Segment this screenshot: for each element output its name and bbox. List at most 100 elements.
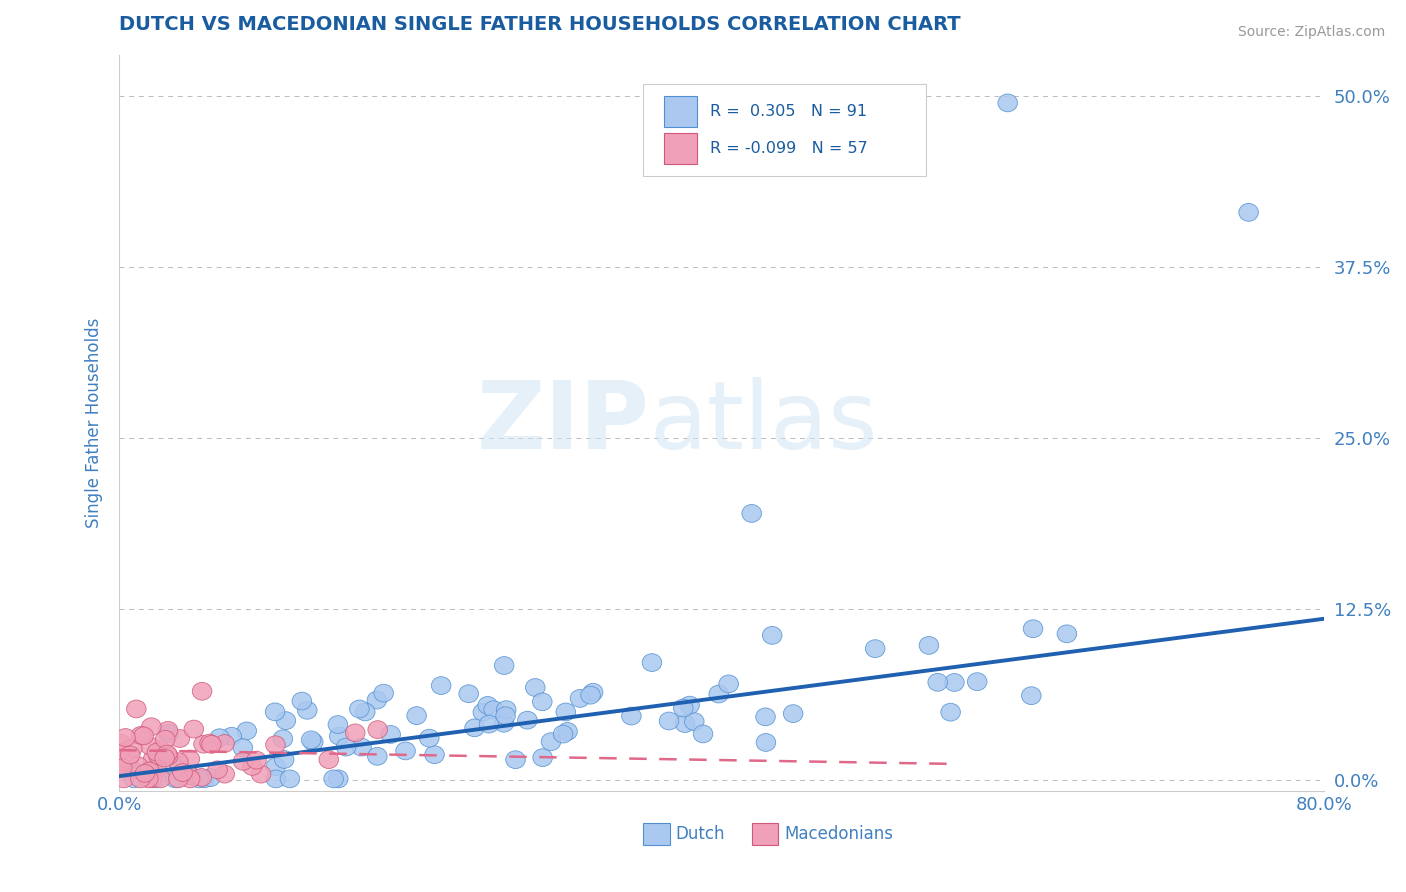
Ellipse shape <box>201 736 221 753</box>
Ellipse shape <box>238 722 256 739</box>
Ellipse shape <box>945 673 965 691</box>
Ellipse shape <box>381 725 401 743</box>
Ellipse shape <box>131 770 150 788</box>
Ellipse shape <box>180 750 200 768</box>
Ellipse shape <box>112 759 132 777</box>
Ellipse shape <box>673 699 693 717</box>
Ellipse shape <box>329 727 349 745</box>
Ellipse shape <box>920 637 939 655</box>
Ellipse shape <box>395 742 415 760</box>
Ellipse shape <box>111 759 131 777</box>
Ellipse shape <box>246 751 266 769</box>
Ellipse shape <box>233 753 253 770</box>
Ellipse shape <box>209 729 229 747</box>
Ellipse shape <box>496 706 516 724</box>
Ellipse shape <box>274 750 294 768</box>
Ellipse shape <box>367 747 387 765</box>
Ellipse shape <box>170 730 190 747</box>
Ellipse shape <box>169 770 188 788</box>
Ellipse shape <box>110 743 129 761</box>
Ellipse shape <box>143 750 163 768</box>
Text: atlas: atlas <box>650 377 877 469</box>
Ellipse shape <box>336 739 356 756</box>
Ellipse shape <box>526 679 546 697</box>
Ellipse shape <box>149 749 169 767</box>
Ellipse shape <box>184 720 204 738</box>
Ellipse shape <box>304 733 323 751</box>
Ellipse shape <box>111 734 131 752</box>
Ellipse shape <box>494 714 513 732</box>
Ellipse shape <box>156 731 174 748</box>
Ellipse shape <box>941 703 960 721</box>
Ellipse shape <box>472 704 492 721</box>
Ellipse shape <box>425 746 444 764</box>
Ellipse shape <box>709 685 728 703</box>
Ellipse shape <box>141 738 160 755</box>
Ellipse shape <box>718 675 738 693</box>
Ellipse shape <box>233 739 253 756</box>
Ellipse shape <box>558 723 578 740</box>
Ellipse shape <box>681 697 699 714</box>
Text: Source: ZipAtlas.com: Source: ZipAtlas.com <box>1237 25 1385 39</box>
Ellipse shape <box>323 770 343 788</box>
Ellipse shape <box>495 657 515 674</box>
Ellipse shape <box>693 725 713 743</box>
FancyBboxPatch shape <box>752 822 778 845</box>
Ellipse shape <box>180 766 200 784</box>
Ellipse shape <box>465 719 485 737</box>
Text: Macedonians: Macedonians <box>785 825 893 843</box>
Ellipse shape <box>352 739 371 756</box>
Ellipse shape <box>280 770 299 788</box>
Ellipse shape <box>148 760 167 778</box>
Ellipse shape <box>406 706 426 724</box>
Ellipse shape <box>159 747 179 765</box>
Ellipse shape <box>135 764 155 782</box>
Ellipse shape <box>928 673 948 691</box>
Ellipse shape <box>208 761 228 779</box>
Ellipse shape <box>685 713 704 731</box>
Ellipse shape <box>276 712 295 730</box>
Ellipse shape <box>998 94 1018 112</box>
Ellipse shape <box>329 770 349 788</box>
Ellipse shape <box>146 770 166 788</box>
Text: DUTCH VS MACEDONIAN SINGLE FATHER HOUSEHOLDS CORRELATION CHART: DUTCH VS MACEDONIAN SINGLE FATHER HOUSEH… <box>120 15 960 34</box>
Ellipse shape <box>157 745 177 763</box>
Ellipse shape <box>124 770 143 788</box>
Ellipse shape <box>659 712 679 730</box>
Ellipse shape <box>675 714 695 732</box>
FancyBboxPatch shape <box>664 96 697 128</box>
Ellipse shape <box>301 731 321 748</box>
Ellipse shape <box>150 770 170 788</box>
Ellipse shape <box>194 735 214 753</box>
Text: ZIP: ZIP <box>477 377 650 469</box>
Ellipse shape <box>533 693 553 711</box>
Ellipse shape <box>138 770 157 788</box>
Ellipse shape <box>148 743 167 761</box>
Ellipse shape <box>149 747 169 764</box>
Ellipse shape <box>127 700 146 718</box>
Ellipse shape <box>583 683 603 701</box>
Ellipse shape <box>266 703 285 721</box>
Ellipse shape <box>138 763 157 780</box>
Ellipse shape <box>554 725 572 743</box>
Ellipse shape <box>555 703 575 721</box>
Ellipse shape <box>533 748 553 766</box>
Ellipse shape <box>1239 203 1258 221</box>
Y-axis label: Single Father Households: Single Father Households <box>86 318 103 528</box>
Ellipse shape <box>150 740 170 758</box>
Ellipse shape <box>541 733 561 750</box>
Ellipse shape <box>180 770 200 788</box>
Ellipse shape <box>159 724 179 742</box>
Ellipse shape <box>200 734 219 752</box>
Ellipse shape <box>128 757 148 775</box>
FancyBboxPatch shape <box>664 133 697 164</box>
Ellipse shape <box>643 654 662 672</box>
Ellipse shape <box>139 762 159 780</box>
Ellipse shape <box>215 765 235 783</box>
Ellipse shape <box>374 684 394 702</box>
Ellipse shape <box>193 769 211 787</box>
Text: R =  0.305   N = 91: R = 0.305 N = 91 <box>710 104 866 120</box>
Ellipse shape <box>193 682 212 700</box>
Ellipse shape <box>517 711 537 729</box>
Ellipse shape <box>742 505 762 523</box>
